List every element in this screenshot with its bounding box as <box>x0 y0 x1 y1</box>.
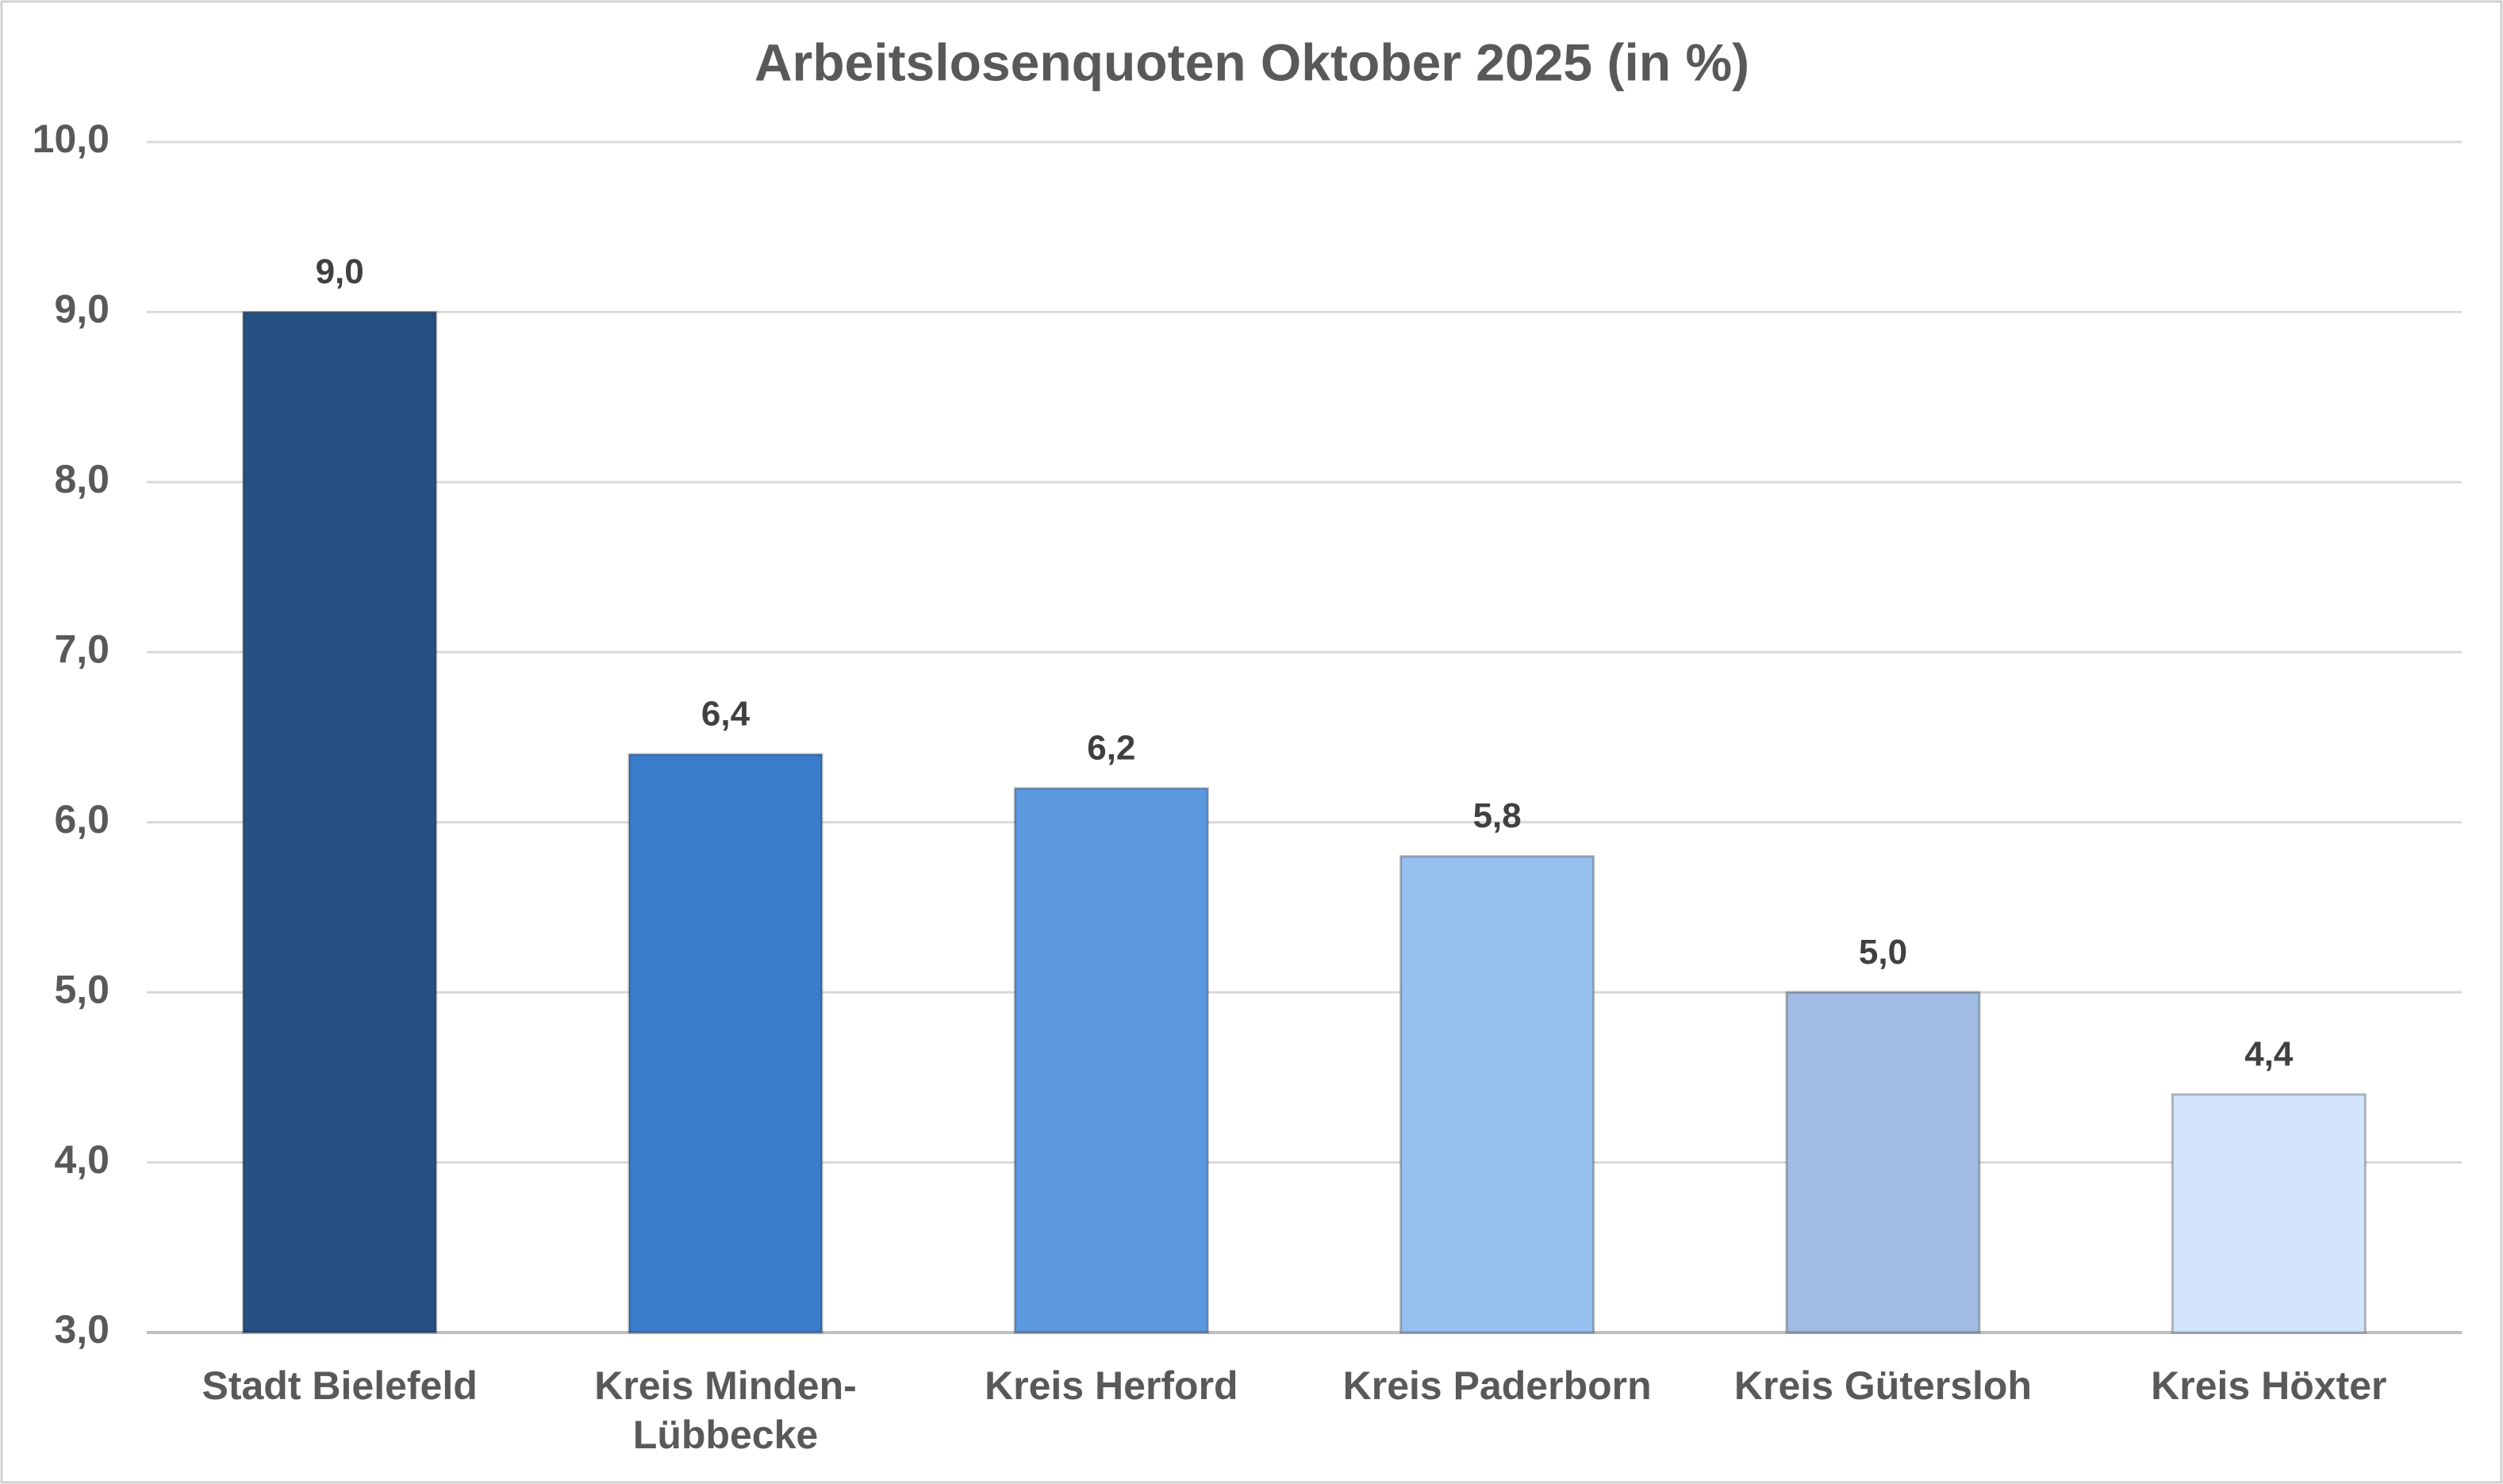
data-label: 5,0 <box>1859 933 1907 972</box>
data-label: 6,4 <box>701 695 751 734</box>
x-tick-label: Stadt Bielefeld <box>202 1363 478 1408</box>
y-tick-label: 4,0 <box>54 1137 109 1182</box>
x-tick-label: Kreis Minden-Lübbecke <box>594 1363 857 1457</box>
y-tick-label: 9,0 <box>54 287 109 332</box>
x-tick-label: Kreis Herford <box>985 1363 1238 1408</box>
y-tick-label: 10,0 <box>33 117 109 161</box>
data-label: 4,4 <box>2244 1034 2294 1073</box>
bar <box>2171 1093 2367 1334</box>
y-tick-label: 7,0 <box>54 627 109 671</box>
y-tick-label: 5,0 <box>54 967 109 1011</box>
x-tick-label: Kreis Gütersloh <box>1733 1363 2033 1408</box>
x-tick-label: Kreis Höxter <box>2151 1363 2387 1408</box>
y-tick-label: 6,0 <box>54 797 109 842</box>
bar <box>1785 991 1981 1334</box>
data-label: 5,8 <box>1473 796 1522 835</box>
data-label: 6,2 <box>1087 728 1135 767</box>
x-tick-label: Kreis Paderborn <box>1342 1363 1652 1408</box>
bar <box>1013 787 1209 1334</box>
y-tick-label: 3,0 <box>54 1307 109 1352</box>
data-label: 9,0 <box>316 252 364 291</box>
chart-title: Arbeitslosenquoten Oktober 2025 (in %) <box>754 33 1749 91</box>
bar <box>628 753 823 1334</box>
bar <box>242 310 438 1334</box>
bar <box>1399 855 1595 1334</box>
y-tick-label: 8,0 <box>54 457 109 501</box>
